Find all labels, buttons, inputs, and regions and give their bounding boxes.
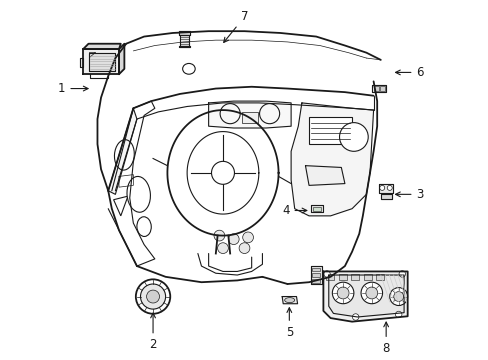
Ellipse shape [127,176,150,212]
Bar [242,112,258,123]
Text: 1: 1 [58,82,88,95]
Ellipse shape [137,217,151,237]
Bar [325,274,333,280]
Polygon shape [119,44,124,74]
Polygon shape [80,58,83,67]
Circle shape [365,287,377,299]
Circle shape [228,234,239,244]
Circle shape [332,282,353,304]
Circle shape [360,282,382,304]
Circle shape [395,311,401,318]
Bar [376,274,384,280]
Polygon shape [378,184,392,193]
Polygon shape [380,194,391,199]
Circle shape [337,287,348,299]
Polygon shape [305,166,344,185]
Circle shape [339,123,367,151]
Circle shape [393,292,403,301]
Polygon shape [328,275,403,317]
Bar [312,207,321,211]
Text: 2: 2 [149,313,157,351]
Bar [373,86,378,91]
Polygon shape [179,31,189,35]
Polygon shape [83,49,119,74]
Text: 8: 8 [382,322,389,355]
Circle shape [239,243,249,253]
Circle shape [389,288,407,306]
Polygon shape [323,271,407,321]
Circle shape [136,279,170,314]
Circle shape [140,284,165,309]
Polygon shape [180,35,188,45]
Text: 5: 5 [285,308,292,339]
Circle shape [242,232,253,243]
Circle shape [146,290,159,303]
Polygon shape [290,103,373,216]
Polygon shape [88,53,115,71]
Circle shape [211,161,234,184]
Polygon shape [310,266,321,284]
Text: 4: 4 [282,204,306,217]
Polygon shape [371,85,386,92]
Bar [351,274,359,280]
Circle shape [217,243,228,253]
Circle shape [398,271,405,277]
Bar [338,274,346,280]
Bar [363,274,371,280]
Bar [312,279,320,283]
Text: 3: 3 [395,188,423,201]
Polygon shape [208,101,290,128]
Polygon shape [282,297,297,304]
Text: 6: 6 [395,66,423,79]
Circle shape [379,185,384,190]
Polygon shape [108,108,137,194]
Polygon shape [310,205,323,212]
Circle shape [323,271,329,277]
Bar [379,86,384,91]
Text: 7: 7 [224,10,248,42]
Circle shape [386,185,391,190]
Polygon shape [113,196,128,216]
Circle shape [214,230,224,241]
Bar [312,273,320,277]
Polygon shape [179,45,189,47]
Ellipse shape [284,298,294,303]
Ellipse shape [182,63,195,74]
Bar [308,117,351,144]
Polygon shape [83,44,121,49]
Circle shape [352,314,358,320]
Bar [312,267,320,271]
